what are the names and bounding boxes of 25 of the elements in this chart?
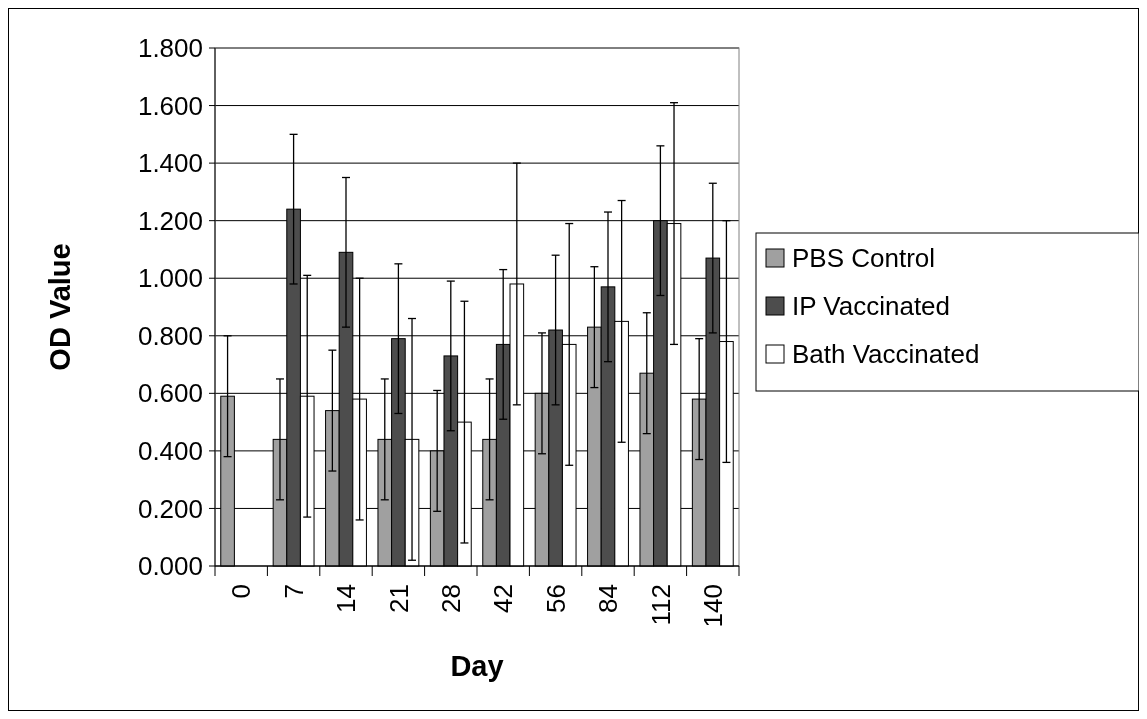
x-axis-title: Day	[450, 650, 504, 682]
y-tick-label: 1.800	[137, 33, 203, 64]
x-tick-label: 56	[540, 584, 571, 613]
y-tick-label: 0.200	[137, 493, 203, 524]
y-tick-label: 1.000	[137, 263, 203, 294]
x-tick-label: 7	[278, 584, 309, 599]
y-axis-title: OD Value	[44, 243, 76, 371]
x-tick-label: 0	[226, 584, 257, 599]
x-tick-label: 21	[383, 584, 414, 613]
x-tick-label: 28	[435, 584, 466, 613]
y-tick-label: 0.000	[137, 551, 203, 582]
y-tick-label: 0.800	[137, 320, 203, 351]
x-tick-label: 140	[697, 584, 728, 628]
y-tick-label: 1.400	[137, 148, 203, 179]
legend-label: PBS Control	[792, 243, 936, 274]
y-tick-label: 1.200	[137, 205, 203, 236]
y-tick-label: 0.400	[137, 435, 203, 466]
legend-label: IP Vaccinated	[792, 291, 951, 322]
y-tick-label: 1.600	[137, 90, 203, 121]
y-tick-label: 0.600	[137, 378, 203, 409]
x-tick-label: 14	[331, 584, 362, 613]
x-tick-label: 42	[488, 584, 519, 613]
x-tick-label: 84	[593, 584, 624, 613]
x-tick-label: 112	[645, 584, 676, 626]
legend-label: Bath Vaccinated	[792, 339, 980, 370]
